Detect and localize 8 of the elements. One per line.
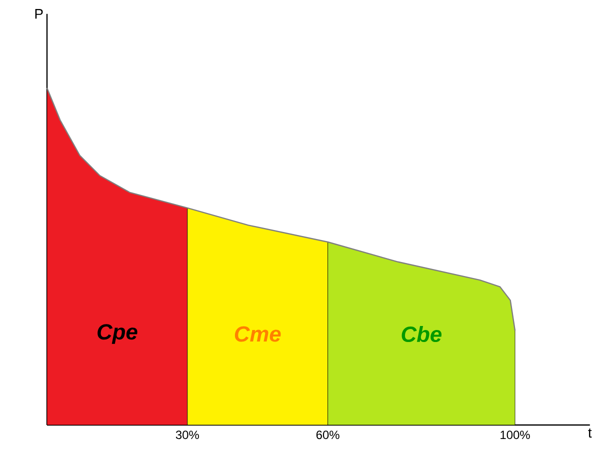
x-tick-label: 100% <box>500 430 530 440</box>
series-label: Cpe <box>98 324 138 344</box>
series-label: Cbe <box>402 326 442 342</box>
x-axis-title: t <box>588 428 592 438</box>
x-tick-label: 60% <box>316 430 340 440</box>
y-axis-title: P <box>35 9 43 19</box>
series-label: Cme <box>234 326 281 342</box>
x-tick-label: 30% <box>176 430 199 440</box>
